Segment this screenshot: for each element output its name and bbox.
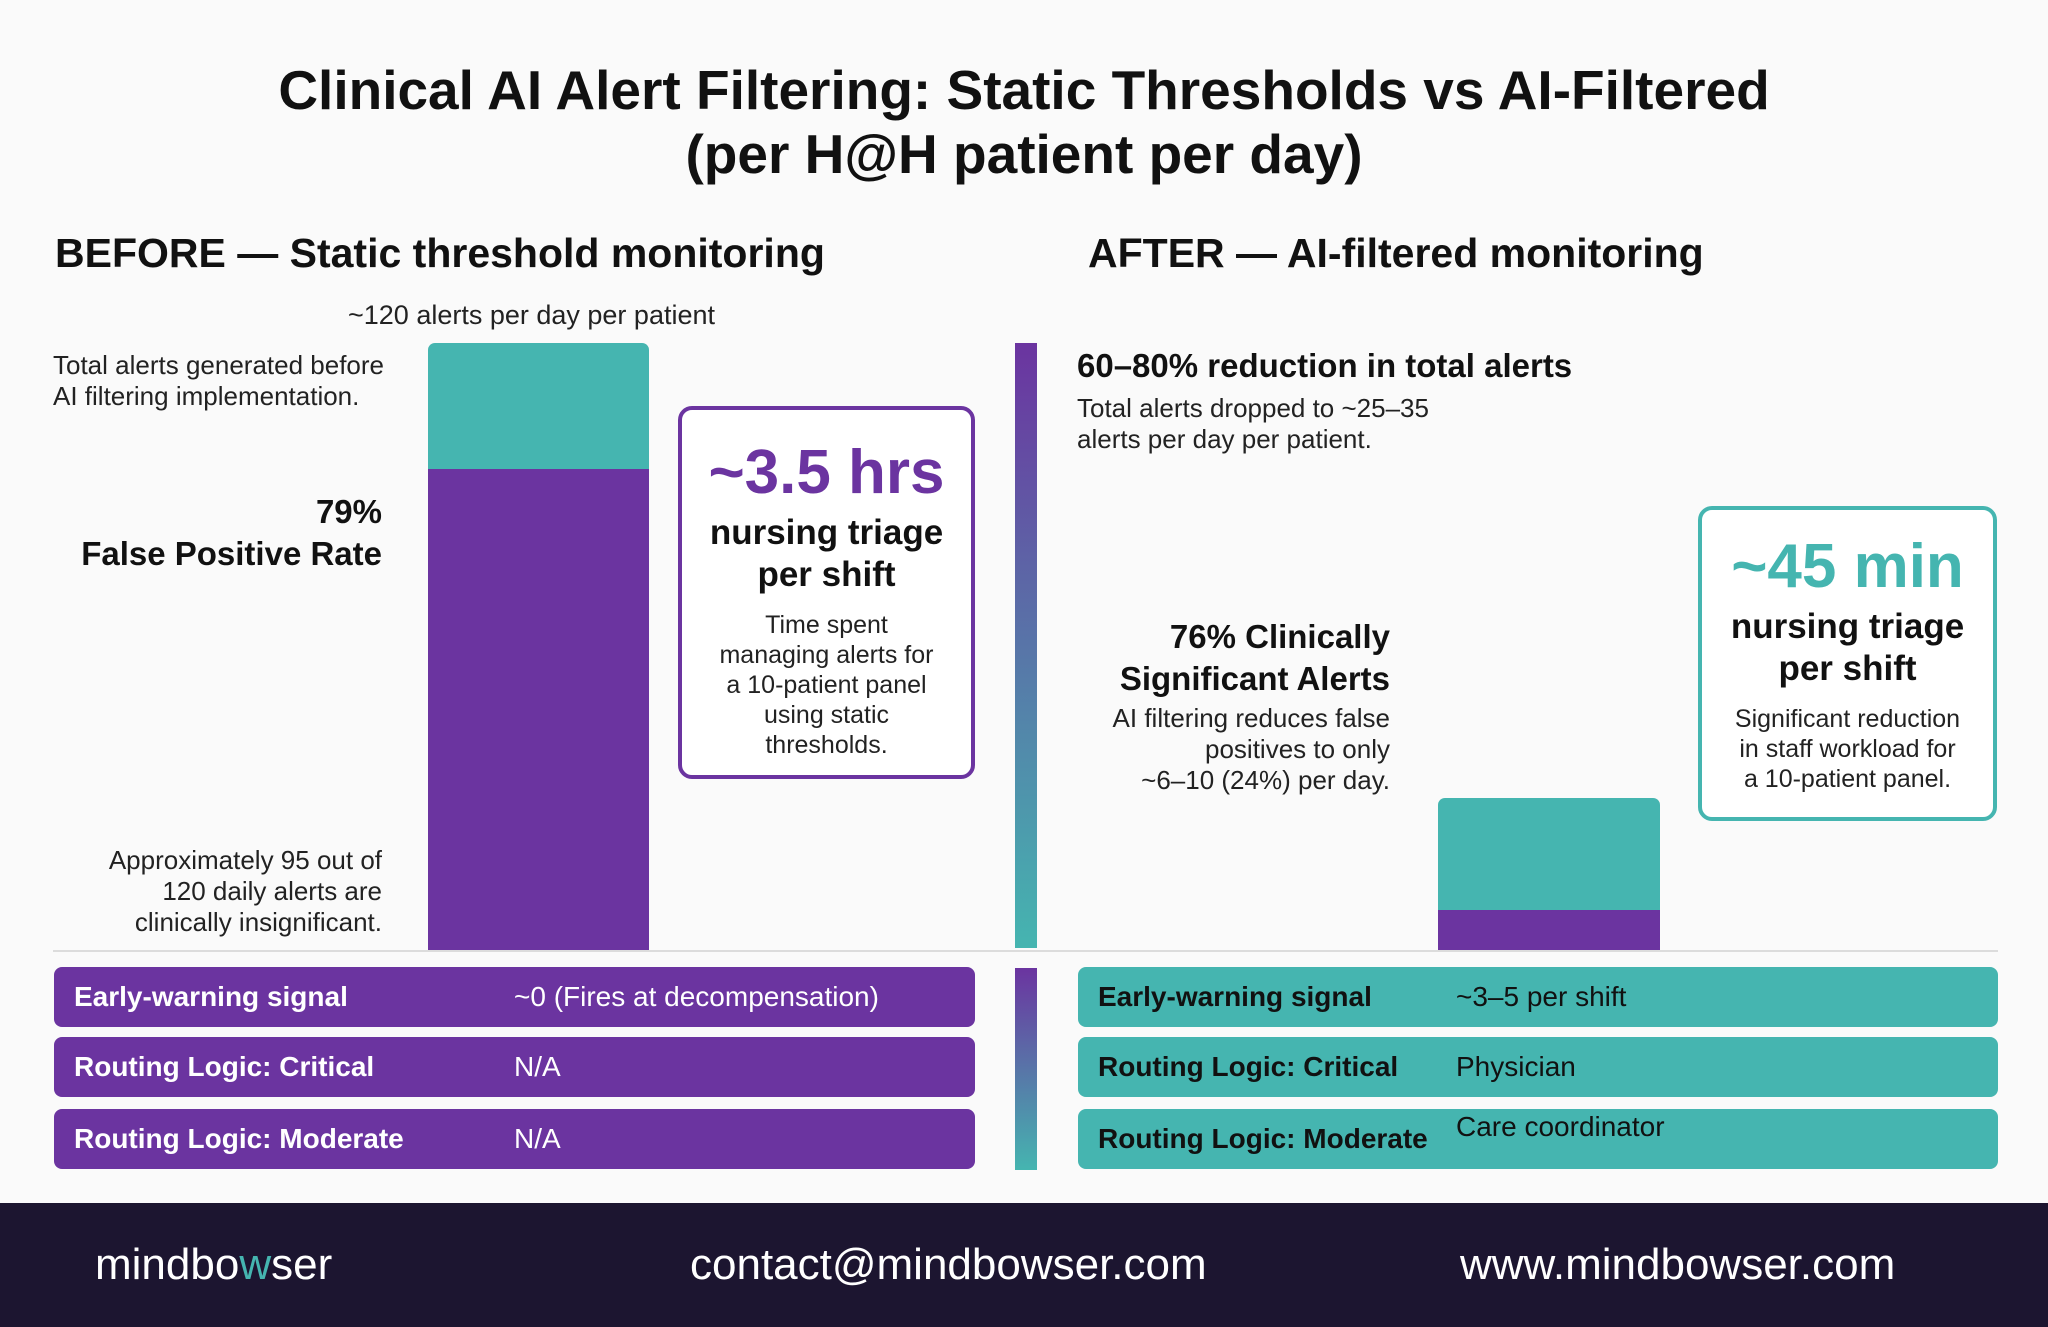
- after-sig-line-1: 76% Clinically: [1169, 618, 1390, 655]
- before-fp-block: 79% False Positive Rate: [40, 491, 382, 575]
- after-reduction-desc: Total alerts dropped to ~25–35 alerts pe…: [1077, 393, 1429, 455]
- before-callout-sub-1: nursing triage: [709, 513, 944, 552]
- after-callout-desc-3: a 10-patient panel.: [1743, 765, 1952, 793]
- brand-part-w: w: [239, 1240, 272, 1289]
- after-sig-desc-2: positives to only: [1205, 734, 1390, 764]
- before-callout-sub-2: per shift: [757, 555, 896, 594]
- before-callout: ~3.5 hrs nursing triage per shift Time s…: [678, 406, 975, 779]
- after-heading: AFTER — AI-filtered monitoring: [1088, 230, 1704, 276]
- after-reduction-title: 60–80% reduction in total alerts: [1077, 347, 1573, 384]
- bar-after-segment-0: [1438, 909, 1660, 950]
- before-row-routing-moderate: Routing Logic: Moderate N/A: [54, 1109, 975, 1169]
- before-callout-desc: Time spent managing alerts for a 10-pati…: [682, 610, 971, 760]
- before-row-value: N/A: [514, 1123, 561, 1154]
- before-fp-rate: 79%: [315, 493, 382, 530]
- footer: [0, 1203, 2048, 1327]
- before-insig-line-3: clinically insignificant.: [134, 907, 382, 937]
- before-row-label: Early-warning signal: [74, 981, 348, 1012]
- bar-after-segment-1: [1438, 798, 1660, 910]
- footer-email-link[interactable]: contact@mindbowser.com: [690, 1240, 1207, 1289]
- after-reduction-line-1: Total alerts dropped to ~25–35: [1077, 393, 1429, 423]
- before-row-label: Routing Logic: Moderate: [74, 1123, 404, 1154]
- panel-divider-lower: [1015, 968, 1037, 1170]
- bar-before-segment-0: [428, 469, 649, 950]
- after-row-value: ~3–5 per shift: [1456, 981, 1627, 1012]
- after-sig-desc-3: ~6–10 (24%) per day.: [1141, 765, 1390, 795]
- before-fp-label: False Positive Rate: [81, 535, 382, 572]
- after-row-label: Early-warning signal: [1098, 981, 1372, 1012]
- before-row-value: N/A: [514, 1051, 561, 1082]
- before-row-routing-critical: Routing Logic: Critical N/A: [54, 1037, 975, 1097]
- after-sig-desc: AI filtering reduces false positives to …: [1040, 703, 1390, 796]
- before-callout-desc-4: using static: [763, 701, 890, 729]
- before-callout-desc-2: managing alerts for: [719, 641, 934, 669]
- before-heading: BEFORE — Static threshold monitoring: [55, 230, 825, 276]
- after-row-early-warning: Early-warning signal ~3–5 per shift: [1078, 967, 1998, 1027]
- before-bar-top-label: ~120 alerts per day per patient: [348, 300, 715, 330]
- after-sig-line-2: Significant Alerts: [1119, 660, 1390, 697]
- before-callout-value: ~3.5 hrs: [708, 438, 945, 507]
- before-total-desc-line-2: AI filtering implementation.: [53, 381, 360, 411]
- title-line-1: Clinical AI Alert Filtering: Static Thre…: [278, 59, 1770, 121]
- before-insig-desc: Approximately 95 out of 120 daily alerts…: [40, 845, 382, 938]
- after-row-routing-critical: Routing Logic: Critical Physician: [1078, 1037, 1998, 1097]
- brand-part-b: ser: [271, 1240, 333, 1289]
- after-row-label: Routing Logic: Critical: [1098, 1051, 1399, 1082]
- after-row-routing-moderate: Routing Logic: Moderate Care coordinator: [1078, 1109, 1998, 1169]
- title-line-2: (per H@H patient per day): [685, 123, 1363, 185]
- before-callout-desc-3: a 10-patient panel: [726, 671, 927, 699]
- after-callout-value: ~45 min: [1731, 532, 1964, 601]
- brand-part-a: mindbo: [95, 1240, 240, 1289]
- after-callout-desc-1: Significant reduction: [1734, 705, 1961, 733]
- after-sig-desc-1: AI filtering reduces false: [1112, 703, 1390, 733]
- before-insig-line-2: 120 daily alerts are: [162, 876, 382, 906]
- after-callout-sub-2: per shift: [1778, 649, 1917, 688]
- footer-website-link[interactable]: www.mindbowser.com: [1460, 1240, 1896, 1289]
- before-callout-desc-1: Time spent: [765, 611, 888, 639]
- after-row-value: Care coordinator: [1456, 1111, 1665, 1142]
- after-reduction-line-2: alerts per day per patient.: [1077, 424, 1372, 454]
- after-callout: ~45 min nursing triage per shift Signifi…: [1698, 506, 1997, 821]
- before-row-early-warning: Early-warning signal ~0 (Fires at decomp…: [54, 967, 975, 1027]
- footer-brand-logo: mindbowser: [95, 1240, 332, 1290]
- before-total-desc-line-1: Total alerts generated before: [53, 350, 384, 380]
- after-sig-heading: 76% Clinically Significant Alerts: [1040, 616, 1390, 700]
- before-callout-desc-5: thresholds.: [765, 731, 888, 759]
- panel-divider-upper: [1015, 343, 1037, 948]
- after-callout-sub-1: nursing triage: [1730, 607, 1965, 646]
- before-row-label: Routing Logic: Critical: [74, 1051, 375, 1082]
- after-row-label: Routing Logic: Moderate: [1098, 1123, 1428, 1154]
- after-row-value: Physician: [1456, 1051, 1576, 1082]
- before-row-value: ~0 (Fires at decompensation): [514, 981, 879, 1012]
- page-title: Clinical AI Alert Filtering: Static Thre…: [0, 58, 2048, 186]
- after-callout-desc-2: in staff workload for: [1739, 735, 1956, 763]
- bar-before-segment-1: [428, 343, 649, 470]
- chart-baseline: [53, 950, 1998, 952]
- before-insig-line-1: Approximately 95 out of: [108, 845, 382, 875]
- after-callout-desc: Significant reduction in staff workload …: [1702, 704, 1993, 794]
- before-total-desc: Total alerts generated before AI filteri…: [53, 350, 384, 412]
